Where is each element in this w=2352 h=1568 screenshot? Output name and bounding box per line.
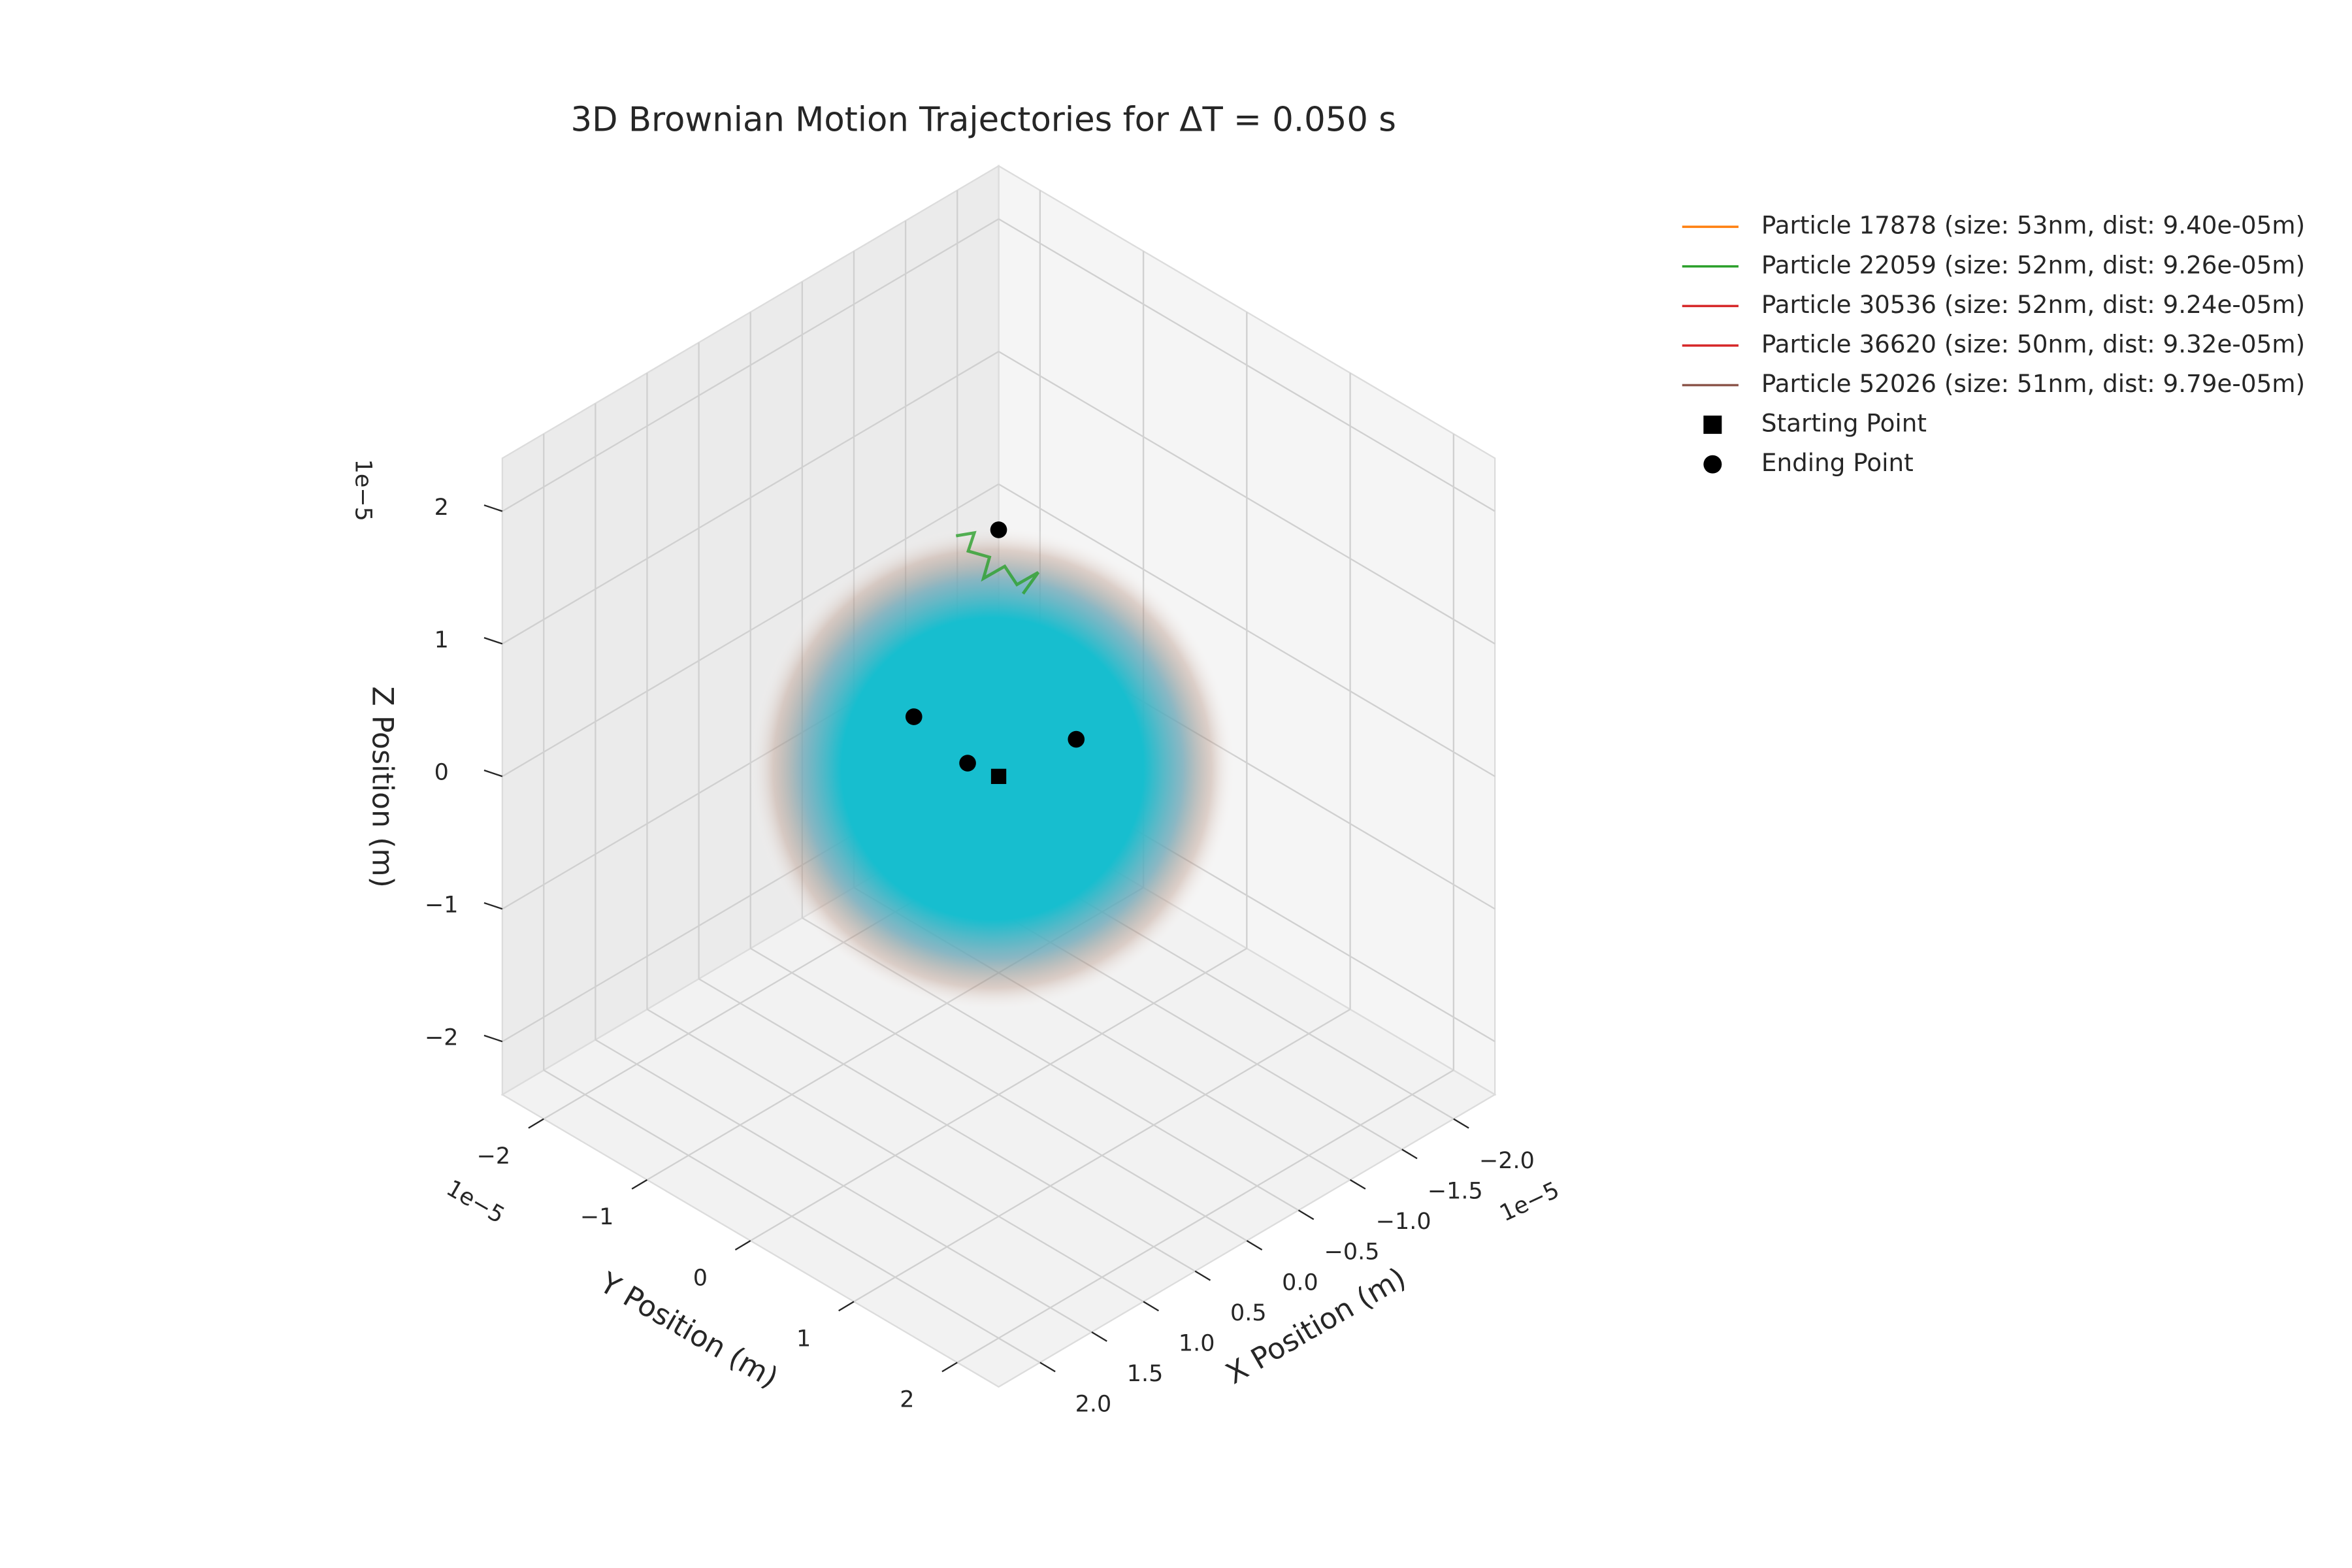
start-point [990,768,1007,784]
tick-mark [1453,1118,1469,1129]
x-tick-label: 2.0 [1075,1392,1112,1418]
x-tick-label: 1.5 [1127,1361,1164,1387]
grid-line [502,351,1000,645]
tick-mark [483,637,503,645]
grid-line [502,218,1000,512]
grid-line [998,218,1495,512]
chart-title: 3D Brownian Motion Trajectories for ΔT =… [570,100,1396,139]
grid-line [956,1070,1454,1364]
grid-line [750,947,1247,1242]
grid-line [998,483,1495,777]
tick-mark [483,504,503,512]
y-tick-label: 0 [693,1265,708,1291]
legend-marker [1703,455,1722,474]
x-tick-label: 0.5 [1230,1300,1267,1326]
y-tick-label: 2 [900,1387,914,1413]
y-tick-label: −1 [580,1204,614,1230]
z-tick-label: 2 [434,495,449,521]
z-tick-label: 0 [434,760,449,786]
tick-mark [941,1362,958,1373]
tick-mark [483,769,503,777]
tick-mark [528,1118,544,1129]
x-tick-label: −1.0 [1376,1209,1431,1235]
tick-mark [1091,1331,1107,1342]
x-tick-label: −0.5 [1324,1239,1380,1266]
end-point [959,755,976,772]
x-tick-label: 0.0 [1282,1269,1318,1296]
end-point [905,708,923,725]
grid-line [502,483,1000,777]
tick-mark [1246,1240,1263,1251]
tick-mark [1194,1270,1211,1281]
x-tick-label: 1.0 [1179,1330,1215,1356]
x-tick-label: −2.0 [1479,1148,1535,1174]
z-tick-label: −2 [425,1025,459,1051]
x-offset-label: 1e−5 [1496,1177,1563,1228]
tick-mark [631,1179,648,1190]
legend-marker [1703,416,1722,434]
tick-mark [483,1034,503,1043]
legend: Particle 17878 (size: 53nm, dist: 9.40e-… [1682,211,2305,477]
grid-line [998,351,1495,645]
legend-text: Particle 22059 (size: 52nm, dist: 9.26e-… [1761,250,2305,279]
z-axis-label: Z Position (m) [366,686,399,887]
tick-mark [838,1301,855,1312]
tick-mark [1350,1179,1366,1190]
legend-text: Particle 52026 (size: 51nm, dist: 9.79e-… [1761,369,2305,398]
tick-mark [1039,1362,1056,1373]
tick-mark [734,1240,751,1251]
legend-text: Ending Point [1761,448,1914,477]
grid-line [853,1008,1351,1303]
trajectory-cloud [749,525,1237,1013]
y-tick-label: −2 [477,1143,511,1169]
marks [905,521,1085,784]
end-point [990,521,1007,538]
y-axis-label: Y Position (m) [594,1266,784,1395]
z-tick-label: 1 [434,627,449,653]
tick-mark [1401,1149,1418,1160]
legend-text: Particle 17878 (size: 53nm, dist: 9.40e-… [1761,211,2305,240]
end-point [1068,730,1085,748]
z-offset-label: 1e−5 [350,459,376,521]
trajectory-trace [955,531,1040,595]
legend-text: Particle 36620 (size: 50nm, dist: 9.32e-… [1761,329,2305,358]
z-tick-label: −1 [425,892,459,919]
axes: −2.0 −1.5 −1.0 −0.50.0 0.5 1.0 1.5 2.0 −2 −1 0 1 2 −2… [425,495,1535,1418]
x-tick-label: −1.5 [1428,1178,1483,1204]
tick-mark [1143,1301,1159,1312]
y-tick-label: 1 [796,1326,811,1352]
tick-mark [1298,1209,1315,1220]
tick-mark [483,902,503,910]
y-offset-label: 1e−5 [442,1175,508,1229]
legend-text: Starting Point [1761,409,1927,438]
legend-text: Particle 30536 (size: 52nm, dist: 9.24e-… [1761,290,2305,319]
